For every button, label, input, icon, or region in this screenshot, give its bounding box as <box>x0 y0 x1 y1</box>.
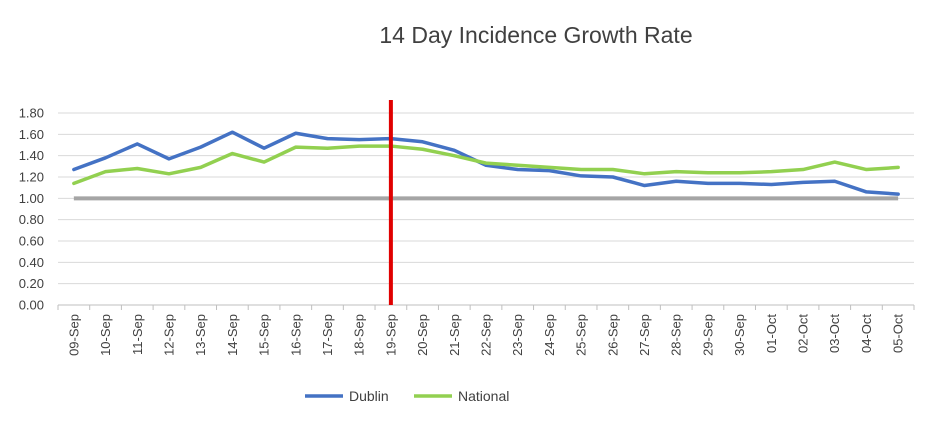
y-tick-label: 1.20 <box>19 170 44 185</box>
chart-title: 14 Day Incidence Growth Rate <box>379 22 692 48</box>
y-tick-label: 1.00 <box>19 191 44 206</box>
y-tick-label: 0.20 <box>19 276 44 291</box>
gridlines <box>58 112 914 306</box>
x-tick-label: 16-Sep <box>288 314 303 356</box>
series-group <box>72 130 900 196</box>
x-tick-label: 27-Sep <box>637 314 652 356</box>
x-tick-label: 04-Oct <box>859 314 874 353</box>
x-tick-label: 03-Oct <box>827 314 842 353</box>
y-tick-label: 1.40 <box>19 148 44 163</box>
x-tick-label: 18-Sep <box>352 314 367 356</box>
x-tick-label: 10-Sep <box>98 314 113 356</box>
y-tick-label: 0.80 <box>19 212 44 227</box>
x-tick-label: 09-Sep <box>66 314 81 356</box>
series-line-national <box>72 144 900 186</box>
legend: Dublin National <box>305 388 509 404</box>
x-tick-label: 13-Sep <box>193 314 208 356</box>
x-tick-label: 01-Oct <box>764 314 779 353</box>
x-tick-label: 24-Sep <box>542 314 557 356</box>
x-tick-label: 14-Sep <box>225 314 240 356</box>
x-axis: 09-Sep 10-Sep 11-Sep 12-Sep 13-Sep 14-Sep 15-S… <box>57 304 915 356</box>
legend-label-dublin: Dublin <box>349 388 389 404</box>
y-tick-label: 0.60 <box>19 234 44 249</box>
x-tick-label: 23-Sep <box>510 314 525 356</box>
y-tick-label: 1.80 <box>19 106 44 121</box>
x-tick-label: 20-Sep <box>415 314 430 356</box>
series-line-dublin <box>72 130 900 196</box>
x-tick-label: 21-Sep <box>447 314 462 356</box>
y-tick-label: 0.40 <box>19 255 44 270</box>
x-tick-label: 28-Sep <box>669 314 684 356</box>
y-axis: 0.00 0.20 0.40 0.60 0.80 1.00 1.20 1.40 1.60 1.80 <box>19 106 44 313</box>
x-tick-label: 22-Sep <box>479 314 494 356</box>
x-tick-label: 17-Sep <box>320 314 335 356</box>
x-tick-label: 30-Sep <box>732 314 747 356</box>
legend-label-national: National <box>458 388 509 404</box>
x-tick-label: 25-Sep <box>574 314 589 356</box>
x-tick-label: 19-Sep <box>383 314 398 356</box>
x-tick-label: 26-Sep <box>605 314 620 356</box>
y-tick-label: 0.00 <box>19 298 44 313</box>
x-tick-label: 02-Oct <box>796 314 811 353</box>
x-tick-label: 11-Sep <box>130 314 145 355</box>
x-tick-label: 15-Sep <box>257 314 272 356</box>
x-tick-label: 29-Sep <box>700 314 715 356</box>
y-tick-label: 1.60 <box>19 127 44 142</box>
x-tick-label: 05-Oct <box>891 314 906 353</box>
x-tick-label: 12-Sep <box>161 314 176 356</box>
